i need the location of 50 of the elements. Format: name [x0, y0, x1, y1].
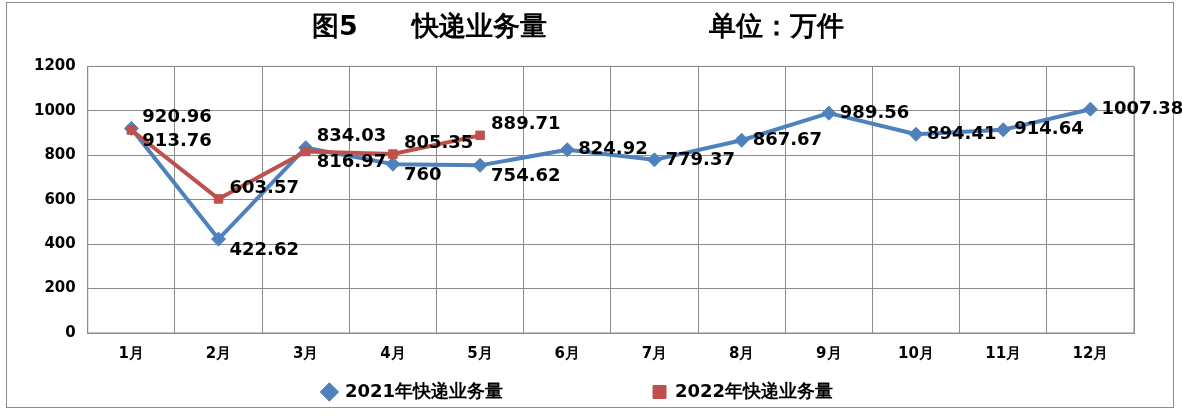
data-label: 913.76 [142, 128, 212, 150]
point [388, 149, 398, 159]
x-tick-label: 12月 [1072, 343, 1109, 362]
y-tick-label: 600 [44, 189, 76, 208]
y-tick-label: 800 [44, 145, 76, 164]
x-tick-label: 1月 [118, 343, 145, 362]
point [995, 122, 1011, 138]
x-tick-label: 2月 [205, 343, 232, 362]
y-tick-label: 1200 [34, 56, 76, 75]
data-label: 867.67 [752, 127, 823, 149]
chart-title: 图5 快递业务量 单位：万件 [312, 10, 844, 42]
point [472, 157, 488, 173]
legend-label: 2021年快递业务量 [344, 379, 504, 401]
x-tick-label: 3月 [293, 343, 319, 362]
point [821, 105, 837, 121]
point [213, 194, 224, 204]
data-label: 816.97 [316, 150, 387, 172]
data-label: 824.92 [578, 137, 648, 159]
x-tick-label: 8月 [728, 343, 755, 362]
data-label: 834.03 [316, 124, 387, 146]
point [385, 156, 401, 172]
point [908, 126, 924, 142]
point [211, 231, 227, 247]
y-tick-label: 400 [44, 234, 76, 253]
data-label: 920.96 [142, 105, 212, 127]
data-label: 889.71 [491, 112, 561, 134]
x-tick-label: 7月 [641, 343, 668, 362]
x-tick-label: 11月 [985, 343, 1022, 362]
x-tick-label: 5月 [467, 343, 493, 362]
x-tick-label: 6月 [554, 343, 580, 362]
data-label: 989.56 [839, 100, 910, 122]
point [559, 142, 575, 158]
x-tick-label: 10月 [898, 343, 934, 362]
data-label: 754.62 [491, 164, 561, 186]
point [300, 146, 311, 157]
x-tick-label: 9月 [816, 343, 842, 362]
legend-label: 2022年快递业务量 [675, 379, 834, 401]
data-label: 422.62 [229, 237, 299, 259]
point [1082, 101, 1098, 117]
x-tick-label: 4月 [380, 343, 406, 362]
point [646, 152, 662, 168]
y-tick-label: 0 [65, 322, 76, 341]
data-label: 1007.38 [1101, 96, 1182, 118]
y-tick-label: 1000 [34, 100, 76, 119]
point [734, 132, 750, 148]
data-label: 779.37 [665, 147, 735, 169]
y-tick-label: 200 [44, 278, 76, 297]
data-label: 760 [403, 162, 442, 184]
data-label: 914.64 [1014, 117, 1084, 139]
point [475, 130, 485, 141]
